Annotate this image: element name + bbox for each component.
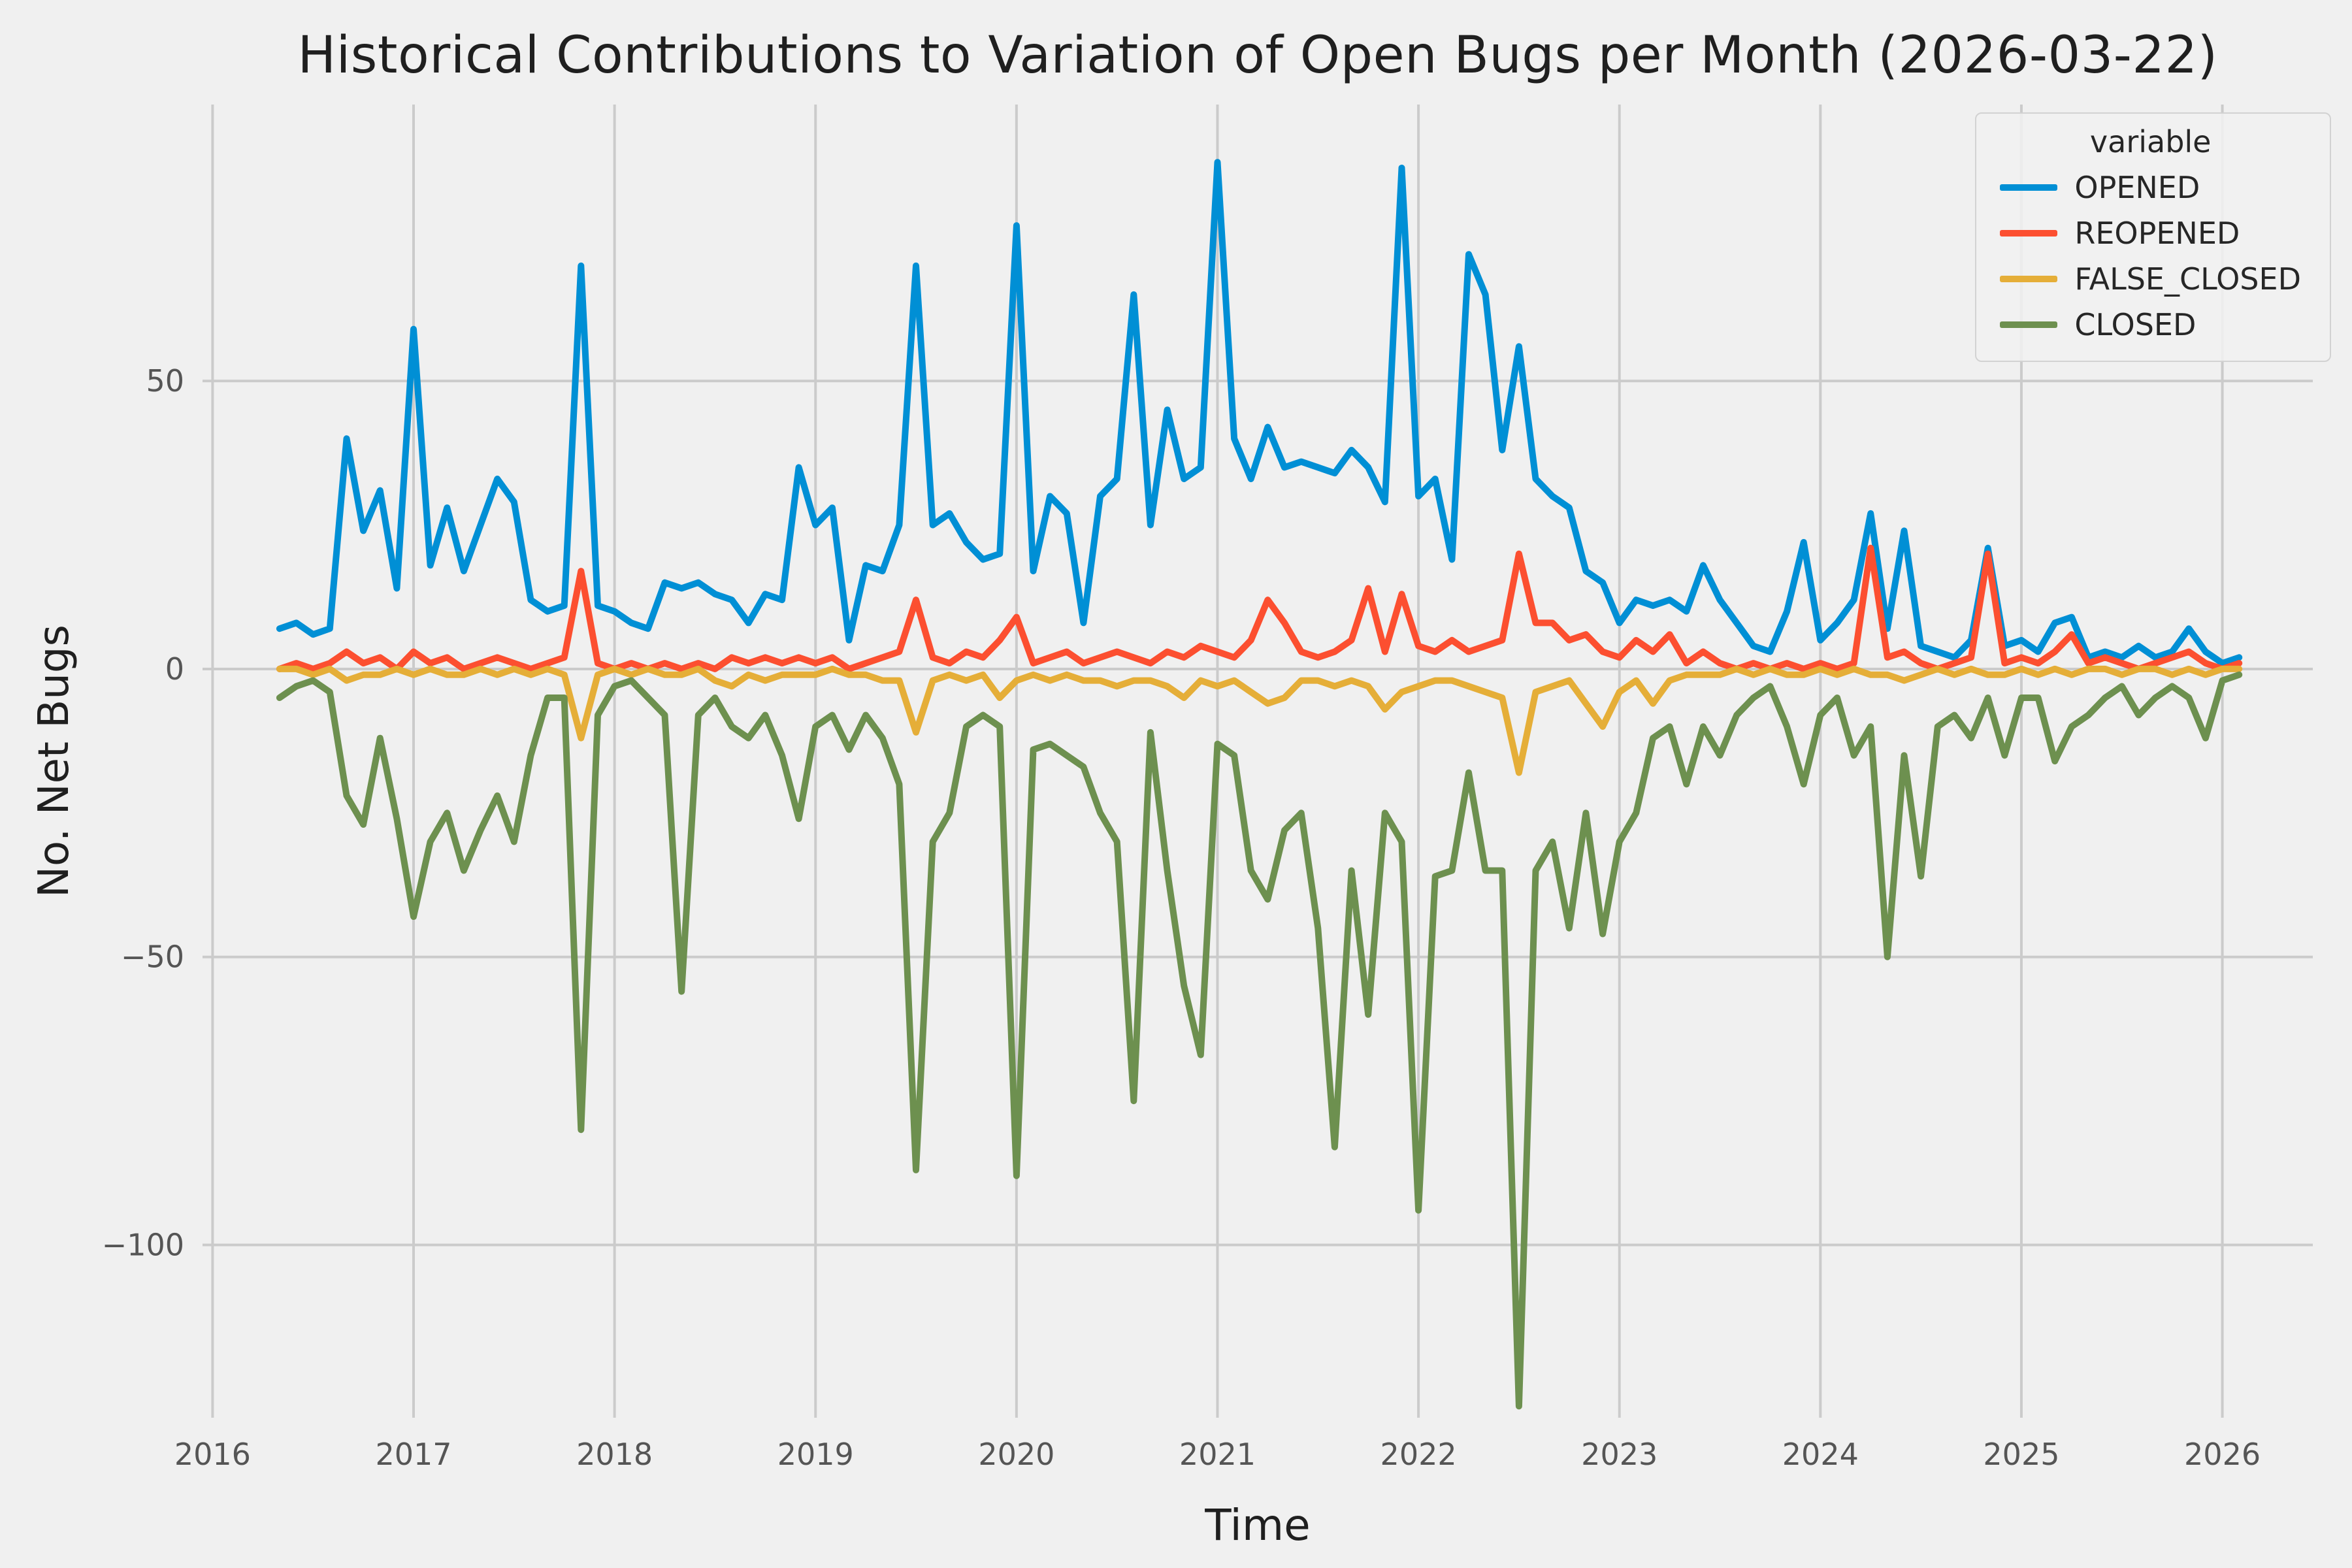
series-line-opened xyxy=(276,159,2243,667)
x-tick-label: 2020 xyxy=(978,1437,1054,1472)
x-tick-label: 2023 xyxy=(1581,1437,1658,1472)
y-tick-label: −100 xyxy=(102,1228,184,1263)
legend-swatch-opened xyxy=(2000,184,2058,191)
legend-title: variable xyxy=(2089,124,2212,159)
x-axis-label: Time xyxy=(1205,1500,1311,1550)
legend-items: OPENED REOPENED FALSE_CLOSED CLOSED xyxy=(2000,170,2301,342)
y-axis-label: No. Net Bugs xyxy=(30,625,78,898)
series-line-reopened xyxy=(276,544,2243,672)
y-tick-label: 50 xyxy=(146,363,184,399)
x-tick-label: 2026 xyxy=(2184,1437,2261,1472)
x-tick-label: 2019 xyxy=(777,1437,854,1472)
legend-label-closed: CLOSED xyxy=(2074,307,2197,342)
legend-swatch-closed xyxy=(2000,321,2058,328)
chart-title: Historical Contributions to Variation of… xyxy=(297,26,2218,85)
x-tick-label: 2021 xyxy=(1179,1437,1256,1472)
y-tick-label: −50 xyxy=(121,939,184,975)
x-tick-label: 2025 xyxy=(1983,1437,2059,1472)
legend-swatch-reopened xyxy=(2000,230,2058,237)
legend-item-false_closed: FALSE_CLOSED xyxy=(2000,261,2301,297)
legend-label-false_closed: FALSE_CLOSED xyxy=(2074,261,2301,297)
x-tick-label: 2017 xyxy=(375,1437,451,1472)
series-line-false_closed xyxy=(276,665,2243,776)
legend-item-opened: OPENED xyxy=(2000,170,2301,205)
legend-item-reopened: REOPENED xyxy=(2000,216,2301,251)
legend: variable OPENED REOPENED FALSE_CLOSED CLOSE… xyxy=(1975,112,2331,362)
x-tick-label: 2022 xyxy=(1380,1437,1457,1472)
y-axis-label-wrap: No. Net Bugs xyxy=(12,105,97,1418)
x-tick-label: 2024 xyxy=(1782,1437,1859,1472)
legend-swatch-false_closed xyxy=(2000,276,2058,282)
series-line-closed xyxy=(276,671,2243,1410)
legend-label-reopened: REOPENED xyxy=(2074,216,2240,251)
x-tick-label: 2018 xyxy=(576,1437,653,1472)
y-tick-label: 0 xyxy=(165,651,184,687)
legend-label-opened: OPENED xyxy=(2074,170,2200,205)
legend-item-closed: CLOSED xyxy=(2000,307,2301,342)
x-tick-label: 2016 xyxy=(174,1437,251,1472)
